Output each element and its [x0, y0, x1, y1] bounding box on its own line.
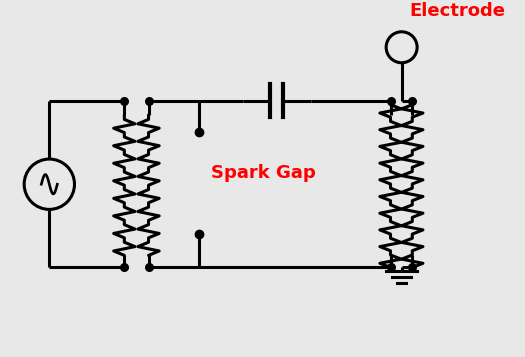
- Text: Spark Gap: Spark Gap: [212, 164, 316, 182]
- Text: Electrode: Electrode: [409, 2, 505, 20]
